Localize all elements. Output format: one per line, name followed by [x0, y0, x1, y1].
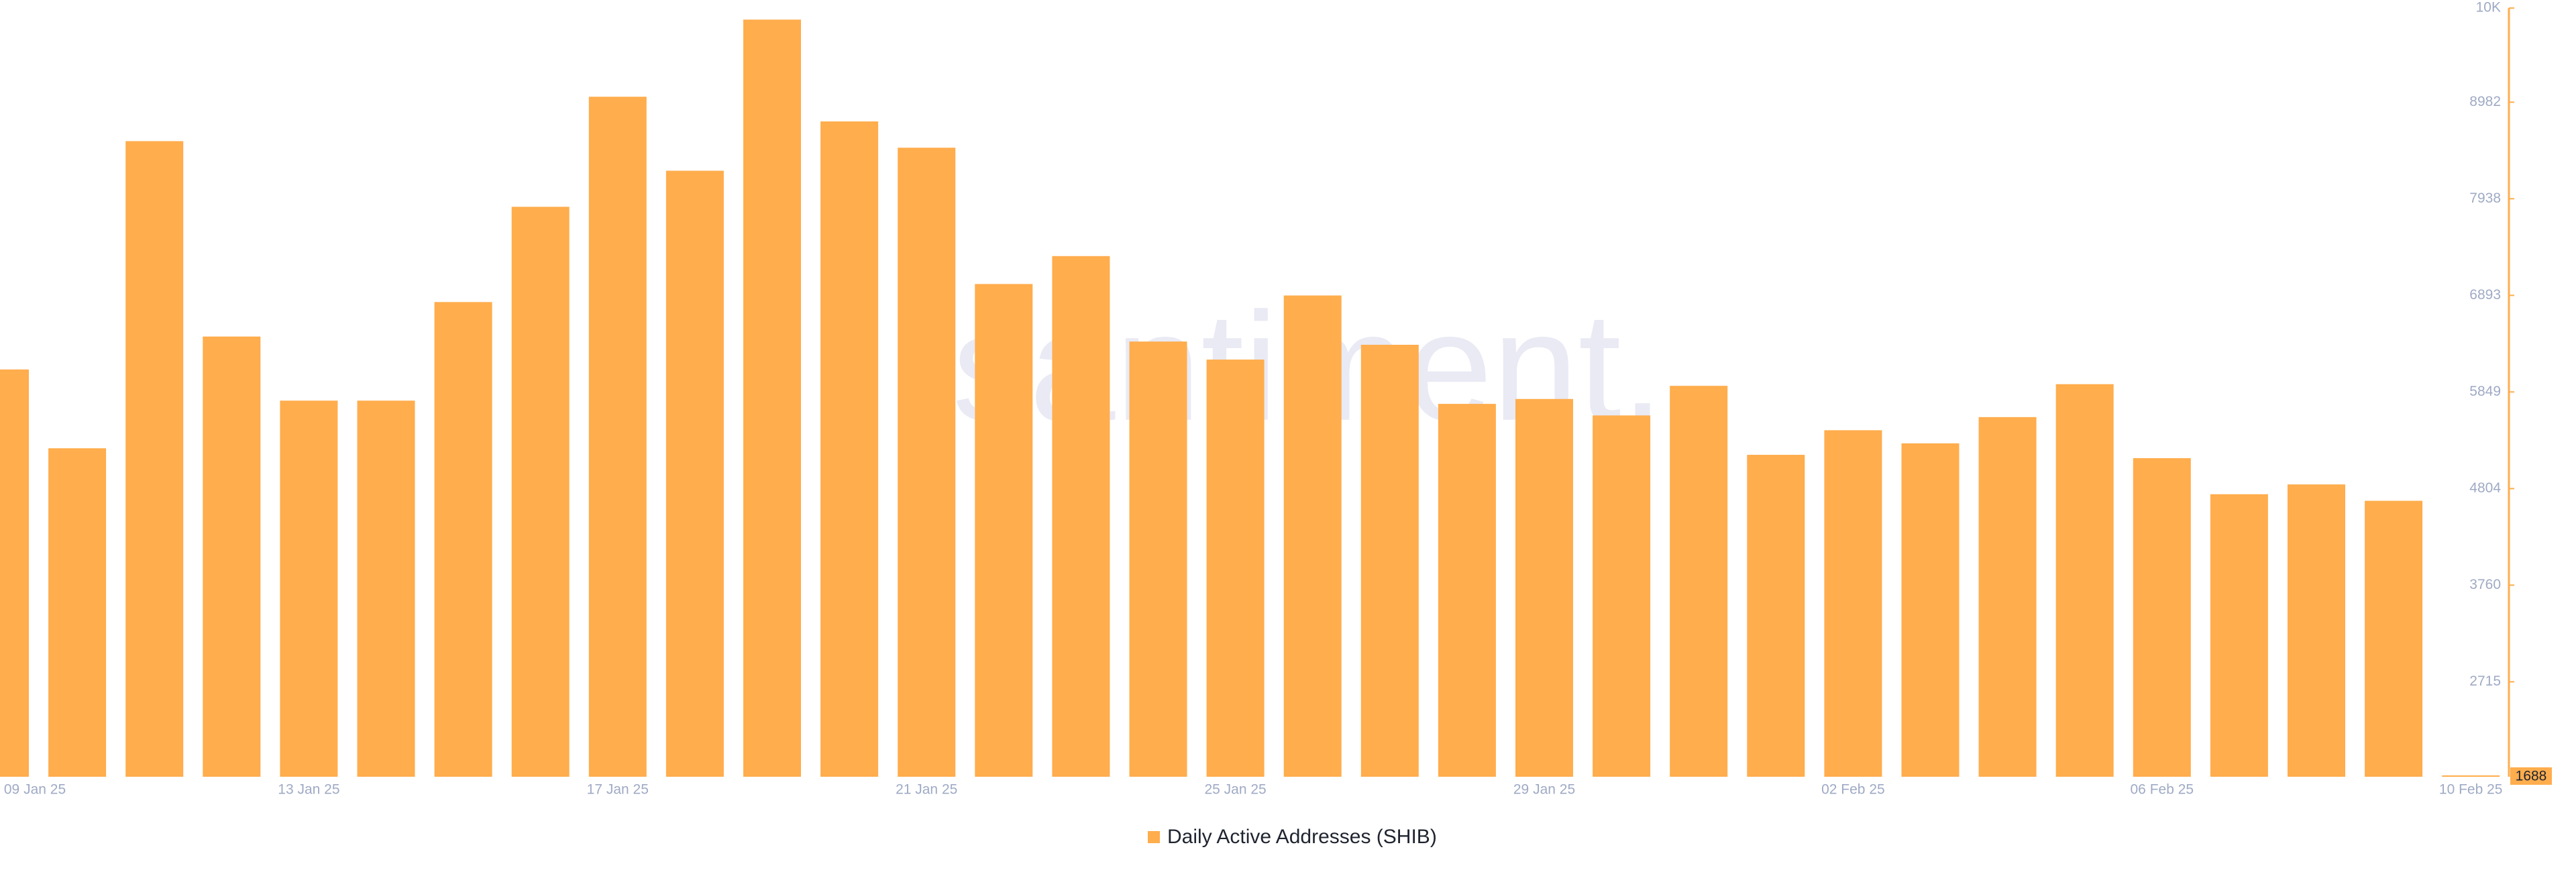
x-tick-label: 06 Feb 25 [2131, 782, 2194, 798]
y-tick-label: 2715 [2469, 673, 2501, 689]
y-tick-label: 6893 [2469, 287, 2501, 303]
bar [743, 19, 801, 777]
bar [665, 170, 724, 777]
x-tick-label: 29 Jan 25 [1513, 782, 1575, 798]
bar [1360, 344, 1419, 777]
bar [2210, 494, 2268, 777]
bar [203, 336, 261, 777]
bar [1515, 398, 1573, 777]
bar [2365, 500, 2423, 777]
x-tick-label: 09 Jan 25 [4, 782, 66, 798]
x-tick-label: 25 Jan 25 [1204, 782, 1266, 798]
bar [2442, 775, 2500, 777]
bar [1901, 443, 1960, 777]
bar [1747, 455, 1805, 777]
bar [280, 400, 338, 777]
bar [125, 141, 184, 777]
y-tick-label: 4804 [2469, 480, 2501, 496]
bar [1593, 415, 1651, 777]
bar [1206, 360, 1265, 777]
bar [434, 302, 492, 777]
x-tick-label: 10 Feb 25 [2439, 782, 2503, 798]
x-tick-label: 13 Jan 25 [278, 782, 339, 798]
bar [2133, 458, 2191, 777]
x-tick-label: 21 Jan 25 [896, 782, 957, 798]
bar [898, 148, 956, 777]
bar [1670, 386, 1728, 777]
bar [975, 284, 1033, 777]
bar [0, 369, 29, 777]
bar [588, 97, 647, 777]
bar [820, 121, 879, 777]
y-tick-label: 5849 [2469, 384, 2501, 399]
bar [1129, 341, 1187, 777]
bar [1052, 256, 1110, 777]
bar [1283, 295, 1342, 777]
x-tick-label: 17 Jan 25 [587, 782, 649, 798]
bar [1438, 404, 1496, 777]
bar [2288, 484, 2345, 777]
legend-label: Daily Active Addresses (SHIB) [1167, 826, 1437, 848]
bar [1978, 417, 2037, 777]
plot-area: 2715 3760 4804 5849 6893 7938 8982 10K 09 Jan 25… [0, 0, 2552, 798]
bar [2055, 384, 2114, 777]
x-tick-label: 02 Feb 25 [1821, 782, 1885, 798]
y-tick-label: 8982 [2469, 94, 2501, 109]
y-tick-label: 3760 [2469, 577, 2501, 592]
bar [357, 400, 415, 777]
legend-swatch [1148, 831, 1160, 843]
y-tick-label: 10K [2476, 0, 2501, 15]
y-tick-label: 7938 [2469, 190, 2501, 206]
bar [1824, 430, 1882, 777]
last-value-label: 1688 [2516, 769, 2547, 784]
bar [48, 448, 107, 777]
bar [511, 207, 570, 777]
last-value-badge [2510, 767, 2552, 785]
